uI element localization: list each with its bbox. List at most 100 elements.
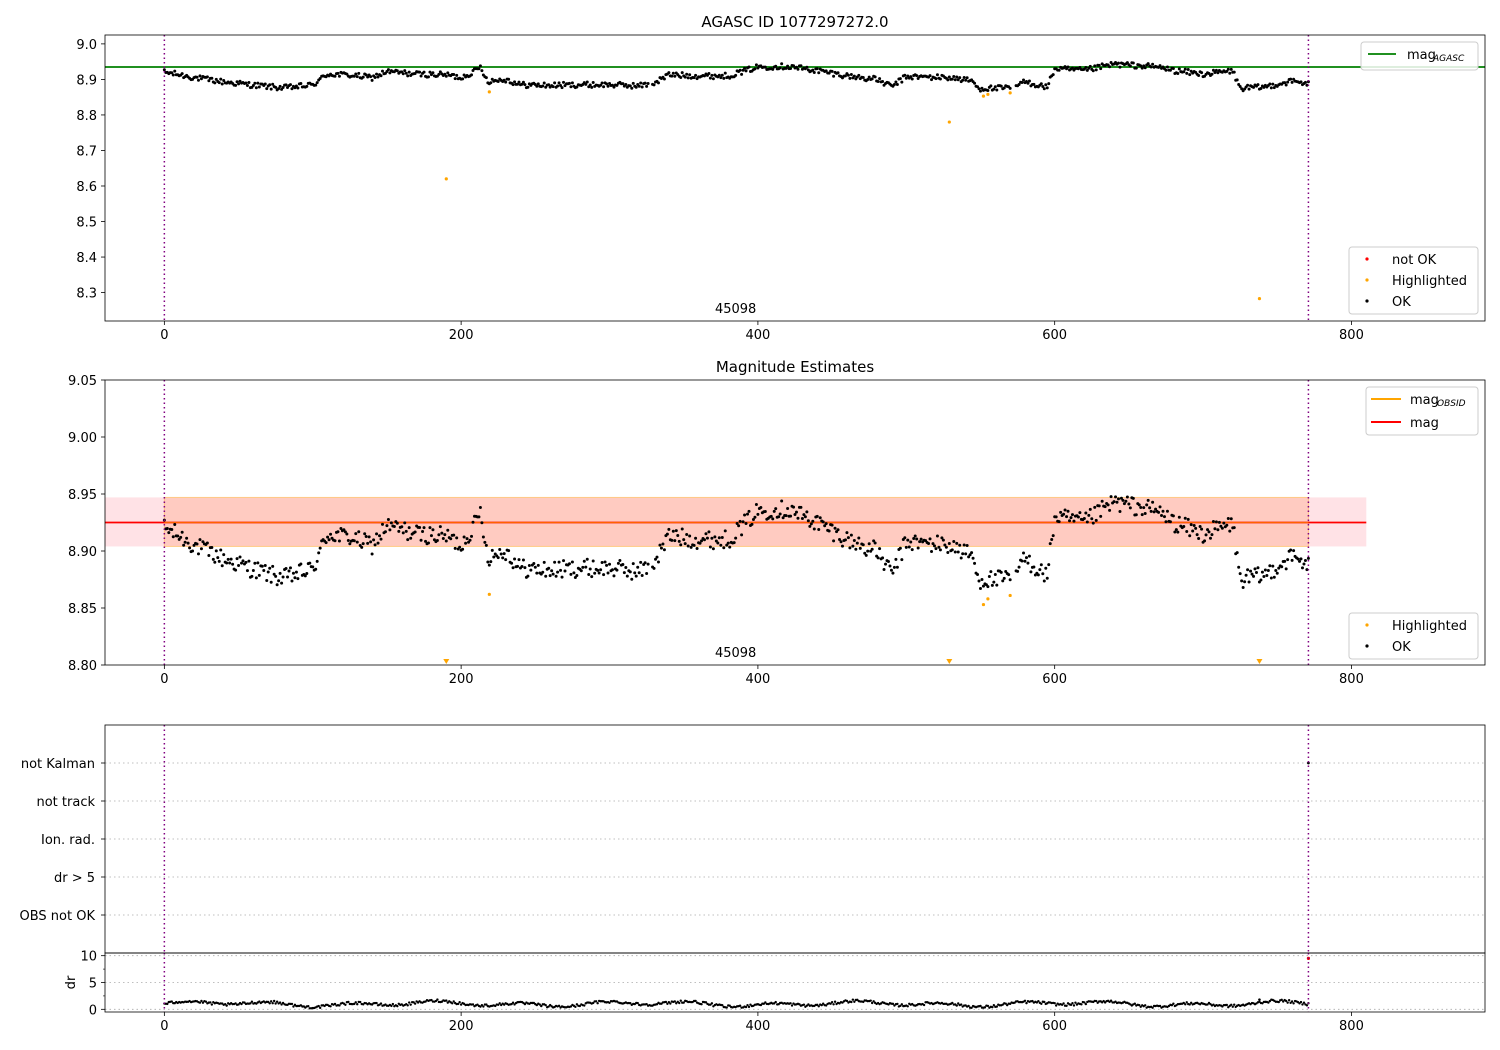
ok-point <box>176 534 180 538</box>
ok-point <box>1002 86 1006 90</box>
ok-point <box>1124 499 1128 503</box>
ok-point <box>521 558 525 562</box>
ok-point <box>986 89 990 93</box>
ok-point <box>637 84 641 88</box>
ok-point <box>789 514 793 518</box>
ok-point <box>588 83 592 87</box>
ok-point <box>294 570 298 574</box>
ok-point <box>1054 515 1058 519</box>
dr-point <box>452 1000 455 1003</box>
ok-point <box>1197 537 1201 541</box>
ok-point <box>526 85 530 89</box>
ok-point <box>499 552 503 556</box>
ok-point <box>915 537 919 541</box>
ok-point <box>747 509 751 513</box>
ok-point <box>1118 65 1122 69</box>
ok-point <box>927 542 931 546</box>
dr-point <box>789 1002 792 1005</box>
ok-point <box>726 541 730 545</box>
ok-point <box>1154 507 1158 511</box>
ok-point <box>260 564 264 568</box>
legend-subscript: AGASC <box>1432 54 1465 64</box>
ok-point <box>220 82 224 86</box>
ok-point <box>437 533 441 537</box>
dr-point <box>249 1002 252 1005</box>
ok-point <box>379 74 383 78</box>
ok-point <box>357 71 361 75</box>
ok-point <box>861 543 865 547</box>
ok-point <box>426 75 430 79</box>
ok-point <box>418 525 422 529</box>
ok-point <box>980 86 984 90</box>
ok-point <box>999 84 1003 88</box>
ok-point <box>556 570 560 574</box>
ok-point <box>1022 551 1026 555</box>
ok-point <box>861 75 865 79</box>
dr-point <box>1284 999 1288 1003</box>
dr-point <box>891 1002 895 1006</box>
dr-point <box>275 1000 279 1003</box>
ok-point <box>477 67 481 71</box>
ok-point <box>171 535 175 539</box>
ok-point <box>496 556 500 560</box>
flag-category-label: Ion. rad. <box>41 833 95 848</box>
ok-point <box>711 77 715 81</box>
ok-point <box>940 536 944 540</box>
dr-point <box>704 1001 708 1004</box>
ok-point <box>1027 79 1031 83</box>
ok-point <box>796 67 800 71</box>
ok-point <box>633 571 637 575</box>
ok-point <box>1078 65 1082 69</box>
ok-point <box>717 73 721 77</box>
ok-point <box>786 64 790 68</box>
ok-point <box>1262 574 1266 578</box>
ok-point <box>277 87 281 91</box>
ok-point <box>695 546 699 550</box>
ok-point <box>836 528 840 532</box>
ok-point <box>198 74 202 78</box>
ok-point <box>256 81 260 85</box>
ok-point <box>376 75 380 79</box>
ok-point <box>1203 539 1207 543</box>
ok-point <box>562 80 566 84</box>
axes-frame <box>104 379 1486 666</box>
ok-point <box>490 77 494 81</box>
dr-point <box>664 1000 668 1004</box>
dr-point <box>510 1002 513 1006</box>
ok-point <box>205 541 209 545</box>
ok-point <box>210 545 214 549</box>
dr-point <box>359 1000 362 1004</box>
ok-point <box>1108 65 1112 69</box>
ok-point <box>437 72 441 76</box>
ok-point <box>867 75 871 79</box>
ok-point <box>1146 62 1150 66</box>
dr-point <box>578 1004 582 1008</box>
dr-point <box>210 1003 214 1006</box>
flags-axes: not Kalman not track Ion. rad. dr > 5 OBS no… <box>20 724 1486 954</box>
dr-point <box>986 1004 990 1008</box>
ok-point <box>821 520 825 524</box>
dr-point <box>1233 1003 1236 1006</box>
ok-point <box>1026 81 1030 85</box>
ok-point <box>1084 66 1088 70</box>
y-tick-label: 8.5 <box>76 216 97 231</box>
ok-point <box>269 87 273 91</box>
ok-point <box>375 532 379 536</box>
dr-point <box>329 1005 332 1008</box>
dr-point <box>407 1001 411 1004</box>
ok-point <box>180 72 184 76</box>
ok-point <box>1246 568 1250 572</box>
ok-point <box>1232 70 1236 74</box>
ok-point <box>1290 80 1294 84</box>
ok-point <box>1047 563 1051 567</box>
ok-point <box>950 77 954 81</box>
ok-point <box>636 565 640 569</box>
ok-point <box>446 71 450 75</box>
dr-point <box>922 1003 926 1007</box>
ok-point <box>1198 524 1202 528</box>
ok-point <box>364 534 368 538</box>
ok-point <box>1048 542 1052 546</box>
dr-point <box>544 1004 547 1007</box>
ok-point <box>318 546 322 550</box>
ok-point <box>265 87 269 91</box>
